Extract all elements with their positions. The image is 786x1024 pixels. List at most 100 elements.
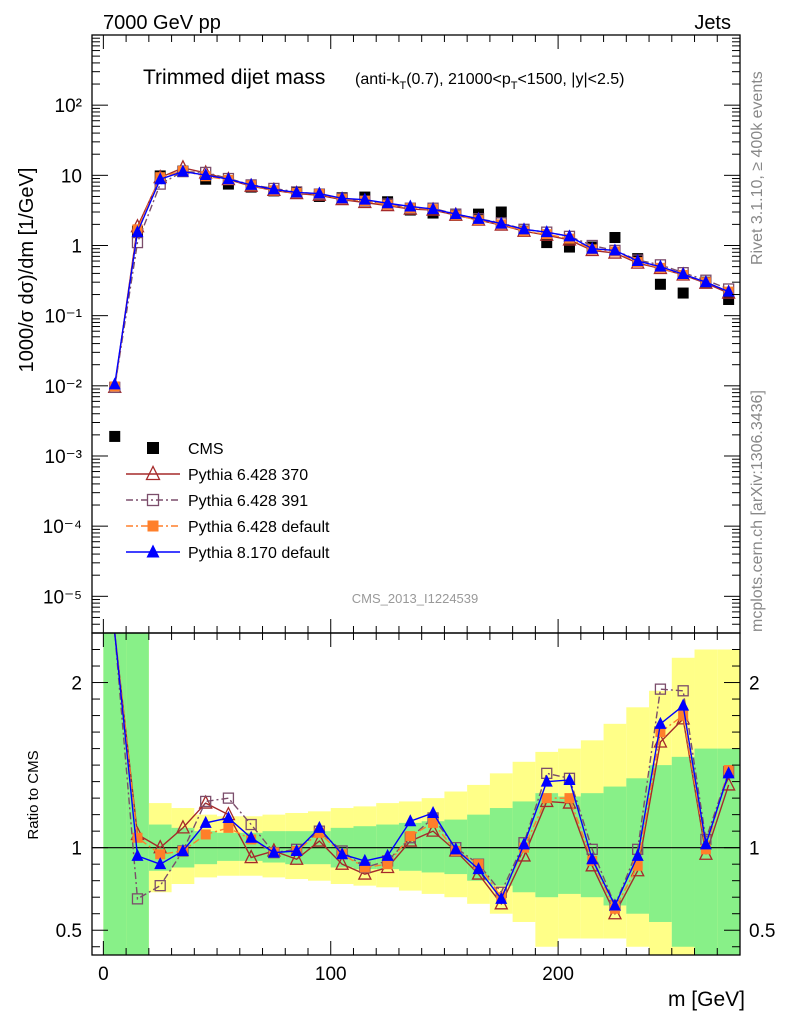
data-point (198, 794, 213, 809)
series-line (114, 170, 729, 385)
ratio-plot-layer (114, 633, 736, 920)
rivet-label: Rivet 3.1.10, ≥ 400k events (749, 71, 766, 265)
band-green-bin (717, 748, 740, 955)
ratio-line (114, 633, 730, 908)
data-point (175, 819, 190, 834)
data-point (427, 805, 440, 818)
data-point (654, 716, 667, 729)
ratio-tick-label-right: 2 (749, 674, 760, 695)
data-point (427, 202, 440, 215)
data-point (146, 544, 160, 558)
ratio-tick-label-right: 1 (749, 839, 760, 860)
data-point (608, 243, 621, 256)
y-tick-label: 10⁻⁴ (43, 517, 82, 538)
data-point (335, 855, 350, 870)
data-point (472, 862, 485, 875)
band-green-bin (398, 822, 422, 871)
ratio-tick-label: 0.5 (56, 921, 82, 942)
cms-point (654, 278, 666, 290)
data-point (381, 848, 394, 861)
data-point (631, 254, 644, 267)
header-right: Jets (694, 12, 731, 34)
data-point (654, 259, 667, 272)
data-point (495, 891, 508, 904)
data-point (404, 199, 417, 212)
data-point (654, 683, 667, 695)
plot-subtitle: (anti-kT(0.7), 21000<pT<1500, |y|<2.5) (355, 71, 625, 92)
legend-label: Pythia 8.170 default (188, 545, 330, 562)
data-point (381, 196, 394, 209)
ratio-tick-label: 1 (71, 839, 82, 860)
data-point (699, 275, 712, 288)
cms-point (723, 293, 735, 305)
data-point (563, 772, 576, 785)
data-point (267, 845, 280, 858)
y-tick-label: 1 (71, 236, 82, 257)
y-tick-label: 10 (61, 166, 82, 187)
data-point (722, 284, 735, 297)
data-point (131, 236, 144, 249)
data-point (336, 191, 349, 204)
band-green-bin (239, 832, 263, 861)
data-point (313, 820, 326, 833)
data-point (678, 710, 689, 721)
data-point (632, 860, 643, 871)
data-point (699, 837, 712, 850)
data-point (222, 810, 235, 823)
data-point (631, 848, 644, 861)
data-point (358, 853, 371, 866)
data-point (154, 879, 166, 892)
data-point (428, 817, 439, 828)
data-point (677, 267, 690, 280)
data-point (586, 241, 599, 254)
ratio-line (114, 633, 730, 908)
data-point (245, 818, 257, 831)
data-point (313, 186, 326, 199)
series-line (114, 170, 729, 388)
cms-point (609, 231, 621, 243)
ratio-uncertainty-bands (92, 633, 740, 955)
legend-marker (147, 442, 159, 454)
series-line (114, 170, 729, 387)
data-point (131, 225, 144, 238)
y-tick-label: 10² (55, 96, 82, 117)
data-point (563, 229, 576, 242)
data-point (540, 225, 553, 238)
data-point (245, 830, 258, 843)
data-point (199, 168, 212, 181)
data-point (154, 172, 167, 185)
main-frame (91, 34, 741, 634)
data-point (222, 172, 235, 185)
ratio-axis-label: Ratio to CMS (25, 750, 42, 839)
data-point (426, 822, 441, 837)
data-point (404, 814, 417, 827)
data-point (677, 685, 689, 697)
data-point (223, 822, 234, 833)
cms-point (563, 241, 575, 253)
data-point (146, 493, 160, 507)
data-point (244, 849, 259, 864)
data-point (472, 211, 485, 224)
band-green-bin (558, 796, 581, 894)
data-point (518, 837, 530, 850)
analysis-watermark: CMS_2013_I1224539 (352, 591, 479, 606)
data-point (586, 852, 599, 865)
cms-point (495, 206, 507, 218)
data-point (290, 843, 303, 856)
legend-label: CMS (188, 441, 224, 458)
axes-layer: 0 100 200 10⁻⁵ 10⁻⁴ 10⁻³ 10⁻² 10⁻¹ 1 10 10² 0.5 0.5 1… (43, 34, 775, 985)
band-green-bin (649, 765, 672, 922)
data-point (131, 848, 144, 861)
legend-label: Pythia 6.428 default (188, 519, 330, 536)
data-point (655, 727, 666, 738)
data-point (176, 164, 189, 177)
x-tick-label: 200 (542, 964, 574, 985)
legend-label: Pythia 6.428 391 (188, 493, 308, 510)
y-tick-label: 10⁻² (45, 377, 83, 398)
data-point (336, 847, 349, 860)
data-point (222, 792, 235, 804)
legend-label: Pythia 6.428 370 (188, 467, 308, 484)
cms-point (677, 287, 689, 299)
band-green-bin (126, 633, 149, 955)
ratio-line (114, 633, 730, 916)
